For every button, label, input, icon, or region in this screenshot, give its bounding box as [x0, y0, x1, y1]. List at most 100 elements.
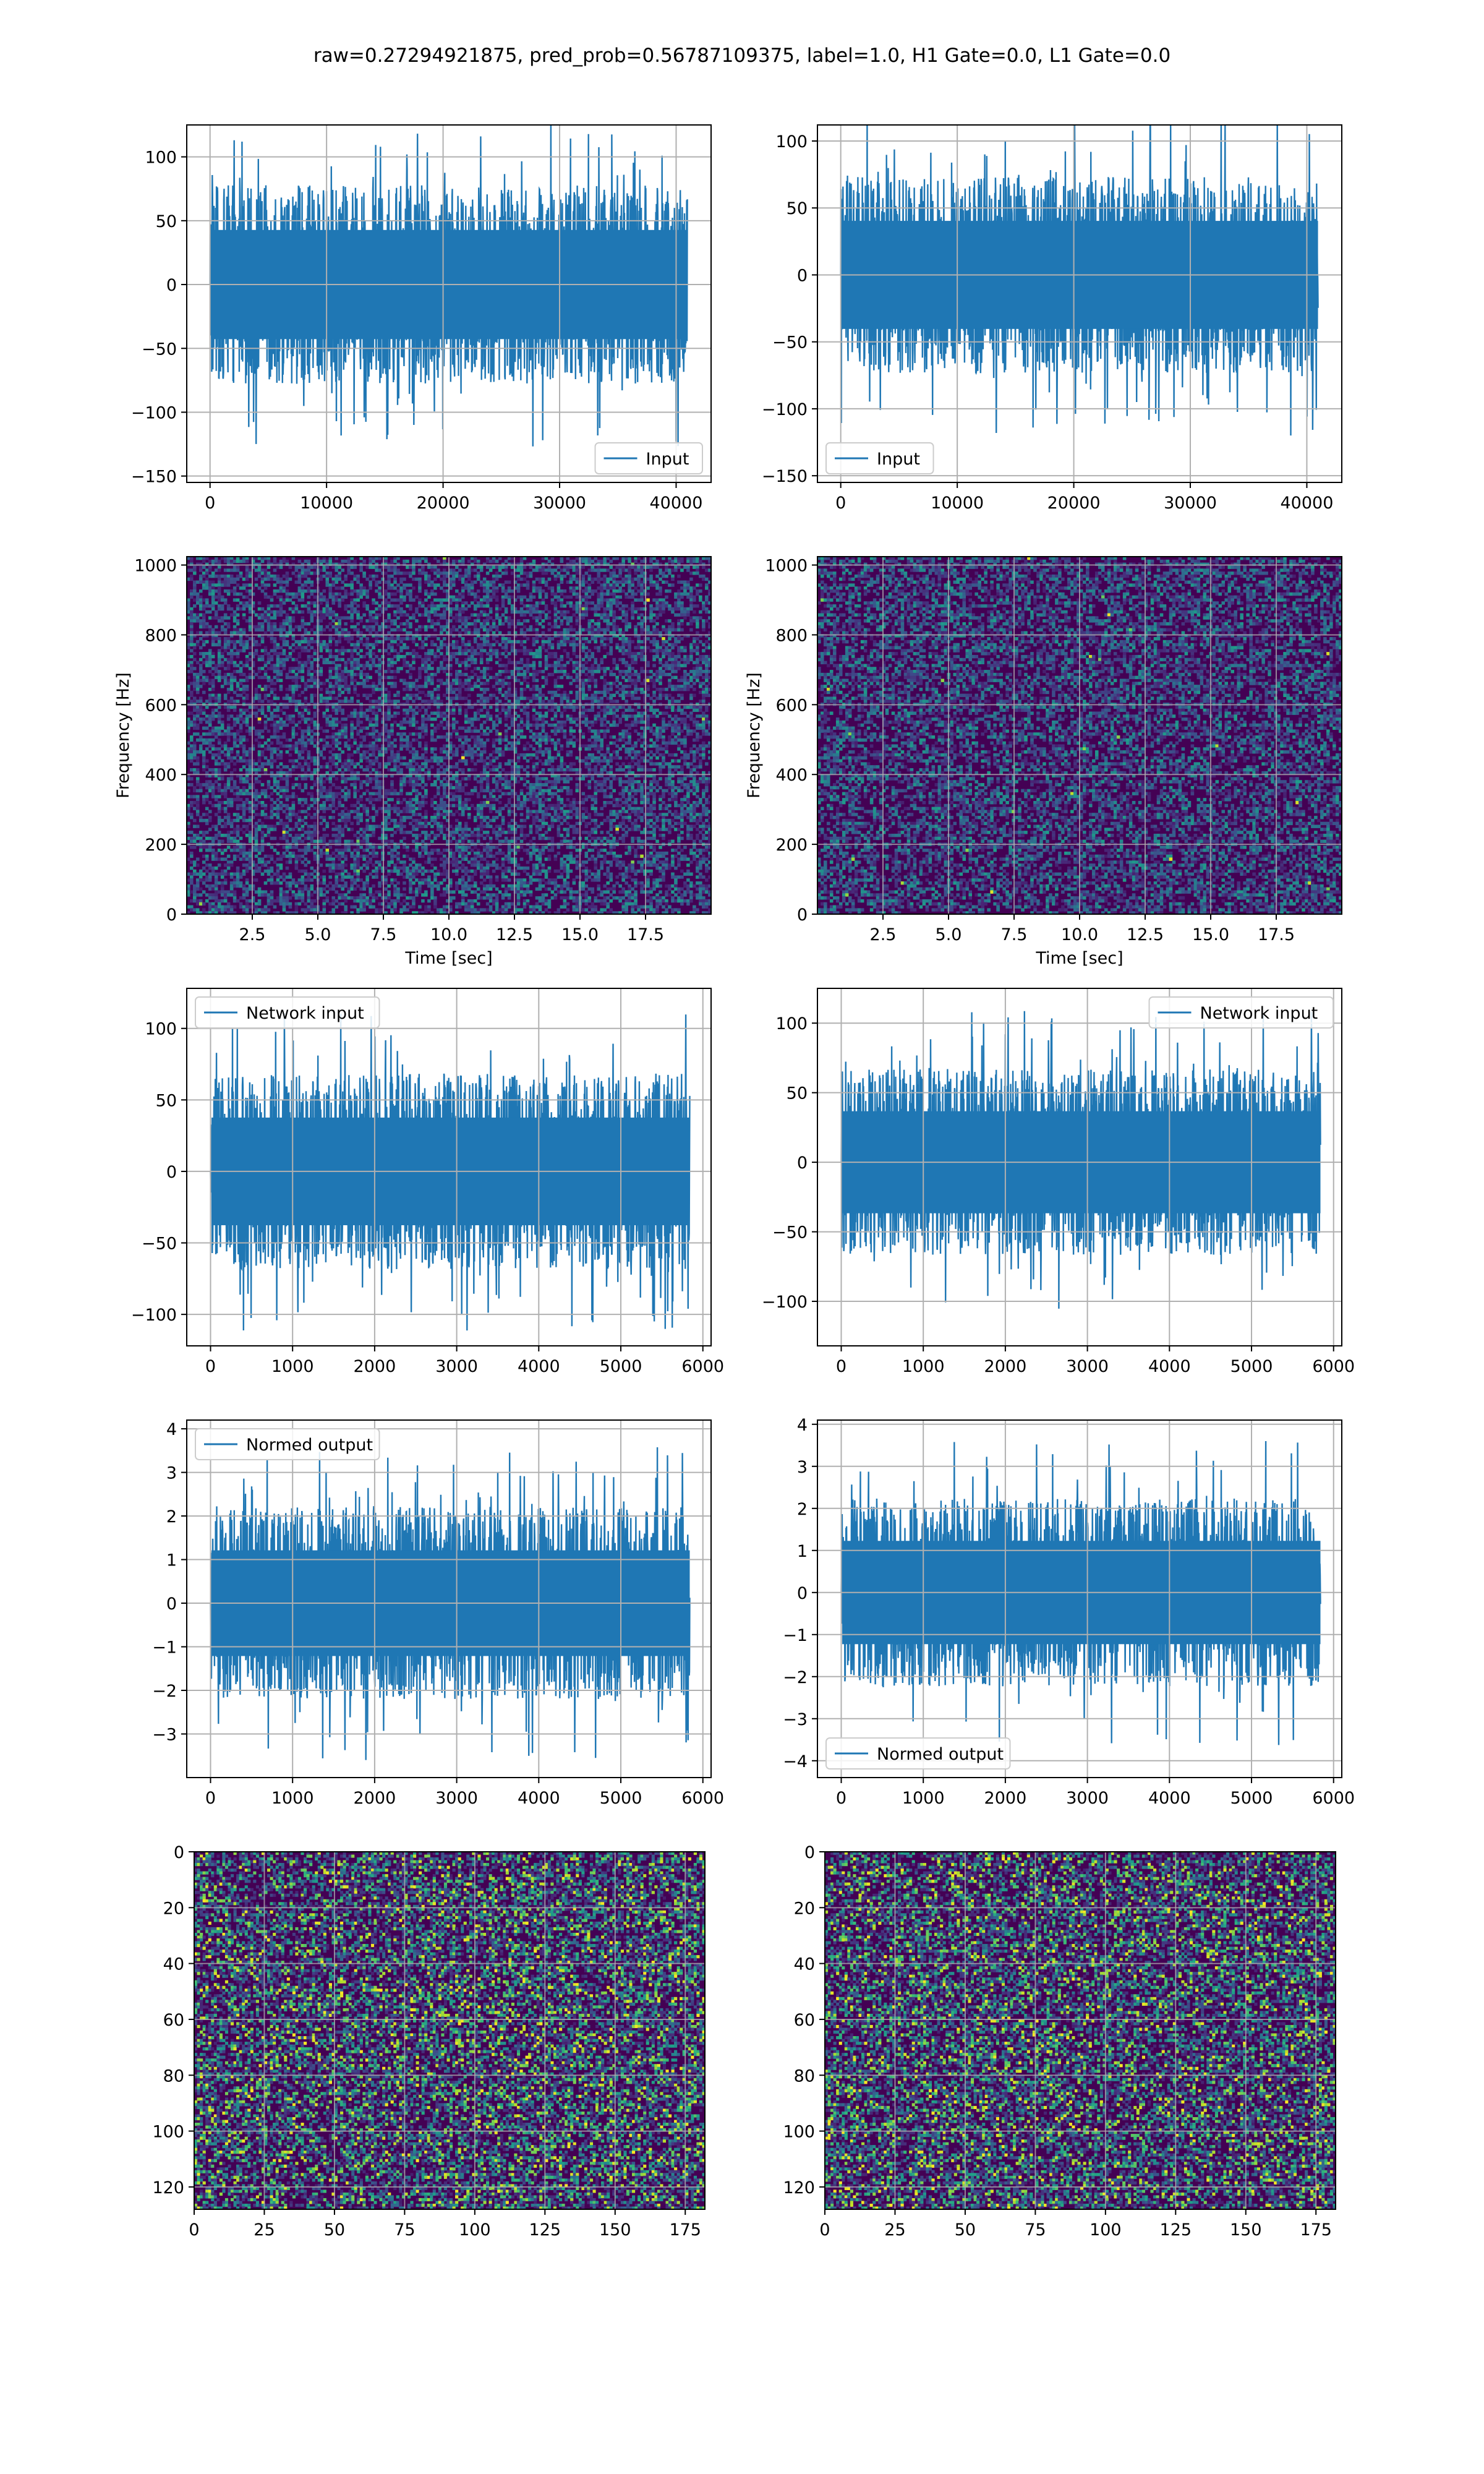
heatmap-cell [560, 613, 564, 617]
heatmap-cell [223, 657, 228, 662]
heatmap-cell [418, 589, 422, 593]
heatmap-cell [668, 654, 672, 659]
heatmap-cell [202, 682, 206, 685]
heatmap-cell [560, 664, 564, 667]
heatmap-cell [187, 711, 190, 715]
heatmap-cell [454, 565, 459, 569]
heatmap-cell [217, 577, 221, 581]
heatmap-cell [236, 714, 240, 718]
heatmap-cell [464, 619, 468, 623]
heatmap-cell [538, 646, 542, 649]
heatmap-cell [625, 595, 628, 599]
heatmap-cell [433, 700, 437, 703]
heatmap-cell [702, 604, 706, 608]
heatmap-cell [708, 601, 711, 605]
heatmap-cell [208, 670, 212, 674]
heatmap-cell [618, 670, 622, 674]
heatmap-cell [378, 670, 382, 674]
heatmap-cell [495, 565, 499, 569]
heatmap-cell [569, 705, 573, 709]
heatmap-cell [443, 625, 446, 629]
heatmap-cell [652, 640, 656, 644]
heatmap-cell [372, 708, 375, 713]
heatmap-cell [375, 717, 378, 721]
heatmap-cell [276, 696, 280, 700]
heatmap-cell [433, 613, 437, 617]
heatmap-cell [372, 685, 375, 688]
heatmap-cell [254, 649, 258, 653]
heatmap-cell [689, 675, 693, 680]
heatmap-cell [606, 643, 610, 647]
heatmap-cell [612, 592, 616, 596]
heatmap-cell [356, 595, 360, 599]
heatmap-cell [606, 690, 610, 695]
heatmap-cell [359, 711, 363, 715]
heatmap-cell [217, 649, 221, 653]
heatmap-cell [677, 622, 681, 626]
heatmap-cell [187, 654, 190, 659]
heatmap-cell [220, 654, 224, 659]
heatmap-cell [220, 619, 224, 623]
heatmap-cell [301, 634, 305, 638]
heatmap-cell [696, 643, 699, 647]
heatmap-cell [485, 604, 490, 608]
heatmap-cell [412, 657, 416, 662]
heatmap-cell [325, 562, 330, 567]
heatmap-cell [556, 634, 561, 638]
heatmap-cell [575, 693, 579, 697]
heatmap-cell [492, 622, 496, 626]
heatmap-cell [331, 592, 336, 596]
heatmap-cell [674, 685, 678, 688]
heatmap-cell [229, 657, 234, 662]
heatmap-cell [375, 700, 378, 703]
heatmap-cell [702, 601, 706, 605]
heatmap-cell [652, 637, 656, 641]
heatmap-cell [594, 685, 598, 688]
heatmap-cell [451, 682, 456, 685]
heatmap-cell [189, 592, 194, 596]
heatmap-cell [328, 613, 333, 617]
heatmap-cell [285, 580, 289, 584]
heatmap-cell [192, 657, 197, 662]
heatmap-cell [446, 619, 450, 623]
heatmap-cell [615, 595, 619, 599]
heatmap-cell [529, 628, 533, 632]
heatmap-cell [526, 583, 530, 587]
grid [187, 125, 711, 482]
heatmap-cell [189, 577, 194, 581]
heatmap-cell [696, 559, 699, 563]
heatmap-cell [257, 670, 262, 674]
heatmap-cell [335, 598, 339, 602]
heatmap-cell [297, 700, 302, 703]
heatmap-cell [205, 678, 209, 682]
heatmap-cell [344, 667, 348, 670]
heatmap-cell [618, 631, 622, 635]
heatmap-cell [625, 649, 628, 653]
heatmap-cell [350, 700, 354, 703]
heatmap-cell [674, 565, 678, 569]
heatmap-cell [328, 616, 333, 620]
heatmap-cell [276, 589, 280, 593]
heatmap-cell [217, 574, 221, 578]
heatmap-cell [510, 610, 514, 614]
heatmap-cell [288, 625, 292, 629]
heatmap-cell [359, 619, 363, 623]
heatmap-cell [229, 589, 234, 593]
heatmap-cell [198, 557, 203, 560]
heatmap-cell [449, 610, 453, 614]
heatmap-cell [424, 557, 428, 560]
heatmap-cell [399, 637, 403, 641]
heatmap-cell [659, 607, 662, 611]
heatmap-cell [612, 568, 616, 572]
heatmap-cell [522, 595, 527, 599]
heatmap-cell [263, 687, 268, 691]
heatmap-cell [677, 708, 681, 713]
heatmap-cell [288, 622, 292, 626]
heatmap-cell [319, 696, 323, 700]
heatmap-cell [569, 690, 573, 695]
heatmap-cell [566, 610, 570, 614]
heatmap-cell [668, 589, 672, 593]
heatmap-cell [239, 592, 243, 596]
heatmap-cell [403, 687, 406, 691]
